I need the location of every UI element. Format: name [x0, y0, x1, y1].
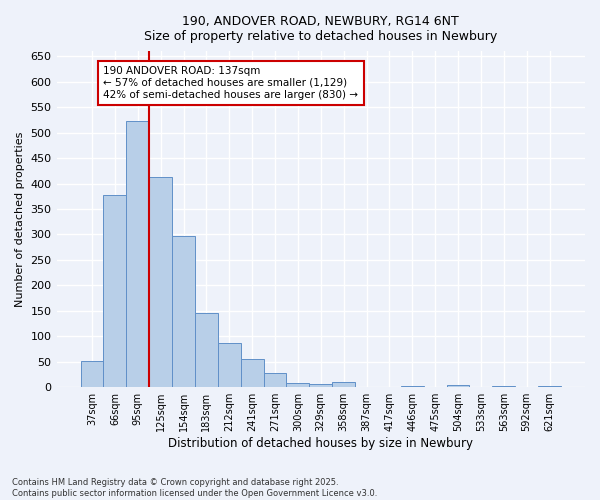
Bar: [195, 314, 218, 387]
Title: 190, ANDOVER ROAD, NEWBURY, RG14 6NT
Size of property relative to detached house: 190, ANDOVER ROAD, NEWBURY, RG14 6NT Siz…: [144, 15, 497, 43]
Bar: [241, 359, 263, 387]
Bar: [493, 386, 515, 387]
Bar: [149, 177, 172, 387]
Y-axis label: Number of detached properties: Number of detached properties: [15, 132, 25, 307]
Bar: [310, 384, 332, 387]
Bar: [332, 382, 355, 387]
X-axis label: Distribution of detached houses by size in Newbury: Distribution of detached houses by size …: [168, 437, 473, 450]
Bar: [103, 194, 127, 387]
Bar: [218, 344, 241, 387]
Bar: [80, 360, 103, 387]
Text: Contains HM Land Registry data © Crown copyright and database right 2025.
Contai: Contains HM Land Registry data © Crown c…: [12, 478, 377, 498]
Bar: [127, 121, 149, 387]
Text: 190 ANDOVER ROAD: 137sqm
← 57% of detached houses are smaller (1,129)
42% of sem: 190 ANDOVER ROAD: 137sqm ← 57% of detach…: [103, 66, 358, 100]
Bar: [401, 386, 424, 387]
Bar: [538, 386, 561, 387]
Bar: [446, 385, 469, 387]
Bar: [172, 236, 195, 387]
Bar: [286, 382, 310, 387]
Bar: [263, 373, 286, 387]
